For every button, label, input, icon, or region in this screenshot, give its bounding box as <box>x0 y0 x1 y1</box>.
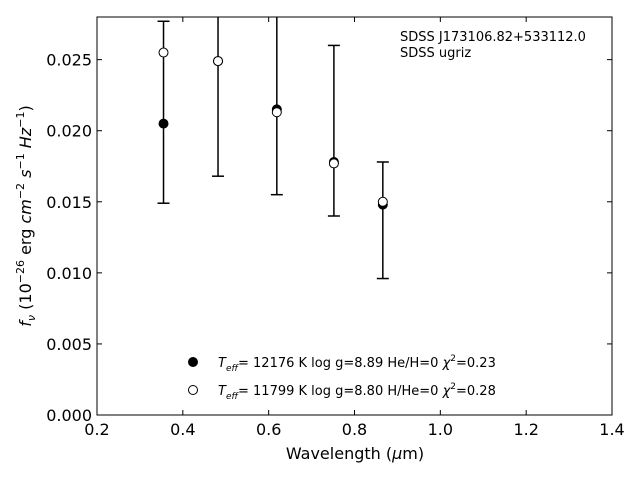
tick-marks <box>96 17 613 416</box>
legend-marker-filled <box>188 357 198 367</box>
data-point-open <box>377 196 388 207</box>
data-point-open <box>213 56 224 67</box>
y-tick-label: 0.025 <box>46 51 92 70</box>
annotation-object-name: SDSS J173106.82+533112.0 <box>400 30 586 45</box>
data-point-filled <box>158 118 169 129</box>
y-tick-label: 0.000 <box>46 406 92 425</box>
y-tick-label: 0.015 <box>46 193 92 212</box>
data-point-open <box>271 107 282 118</box>
y-tick-label: 0.010 <box>46 264 92 283</box>
legend-marker-open <box>188 385 198 395</box>
x-tick-label: 1.0 <box>428 420 453 439</box>
x-tick-label: 0.6 <box>256 420 281 439</box>
data-point-open <box>328 158 339 169</box>
data-markers <box>158 47 388 210</box>
data-point-open <box>158 47 169 58</box>
y-axis-title: fν (10−26 erg cm−2 s−1 Hz−1) <box>14 105 38 326</box>
x-tick-label: 0.4 <box>170 420 195 439</box>
x-tick-label: 0.8 <box>342 420 367 439</box>
legend: Teff= 12176 K log g=8.89 He/H=0 χ2=0.23 … <box>188 354 496 402</box>
x-tick-label: 0.2 <box>84 420 109 439</box>
x-tick-label: 1.4 <box>599 420 624 439</box>
x-axis-title: Wavelength (μm) <box>286 444 424 463</box>
annotation-photometry: SDSS ugriz <box>400 46 471 61</box>
legend-label-open: Teff= 11799 K log g=8.80 H/He=0 χ2=0.28 <box>218 382 496 402</box>
x-tick-label: 1.2 <box>513 420 538 439</box>
tick-labels: 0.2 0.4 0.6 0.8 1.0 1.2 1.4 0.000 0.005 0.010 0.01… <box>46 51 625 439</box>
legend-label-filled: Teff= 12176 K log g=8.89 He/H=0 χ2=0.23 <box>218 354 496 374</box>
y-tick-label: 0.020 <box>46 122 92 141</box>
error-bars <box>157 17 389 280</box>
y-tick-label: 0.005 <box>46 335 92 354</box>
